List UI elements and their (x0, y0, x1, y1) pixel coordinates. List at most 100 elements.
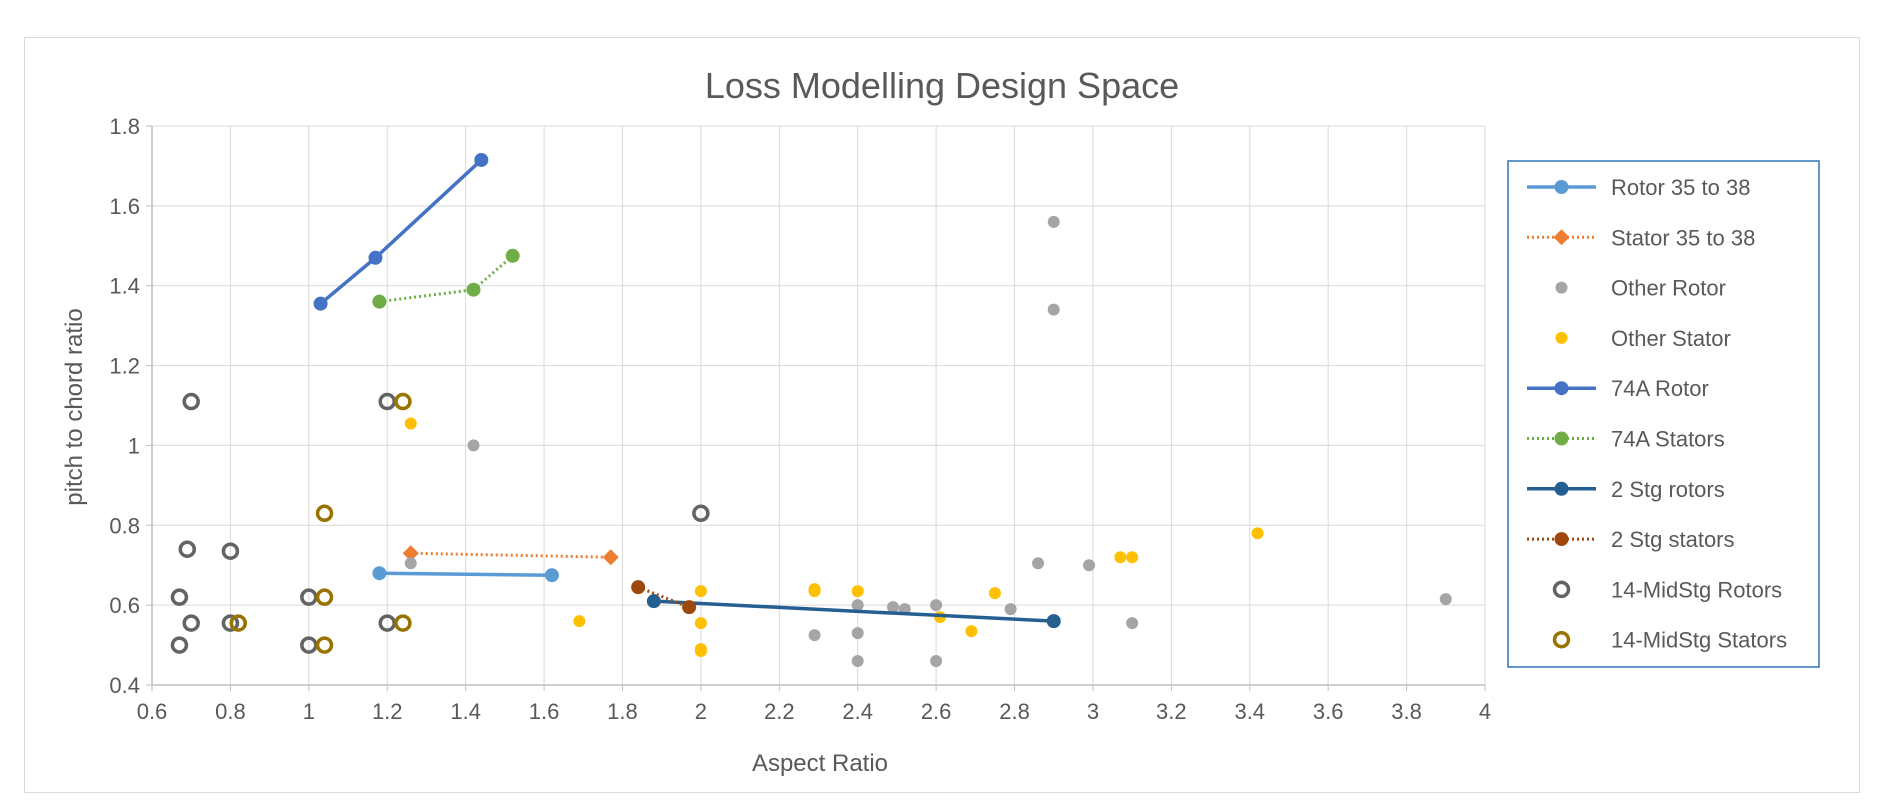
series-line-74a-rotor (319, 158, 483, 306)
series-14-midstg-rotors (170, 392, 710, 654)
series-line-rotor-35-to-38 (379, 571, 552, 577)
data-point-2-stg-stators (631, 580, 646, 595)
data-point-other-stator (694, 645, 707, 658)
data-point-2-stg-rotors (1046, 614, 1061, 629)
x-tick-label: 1.2 (372, 699, 403, 724)
legend-item-rotor-35-to-38: Rotor 35 to 38 (1527, 175, 1750, 200)
legend-label: 2 Stg rotors (1611, 477, 1725, 502)
data-point-other-stator (1251, 527, 1264, 540)
data-point-14-midstg-stators (315, 636, 334, 654)
x-tick-label: 2.8 (999, 699, 1030, 724)
data-point-stator-35-to-38 (402, 545, 419, 562)
x-tick-labels: 0.6 0.8 1 1.2 1.4 1.6 1.8 2 2.2 2.4 2.6 2.8 3 3.2 3.4 3… (137, 699, 1491, 724)
data-point-other-rotor (1032, 557, 1045, 570)
legend-item-other-rotor: Other Rotor (1555, 276, 1726, 301)
data-point-other-rotor (1004, 603, 1017, 616)
data-point-other-stator (573, 615, 586, 628)
legend-marker (1553, 229, 1570, 246)
legend-item-2-stg-rotors: 2 Stg rotors (1527, 477, 1725, 502)
data-point-14-midstg-stators (315, 504, 334, 523)
x-tick-label: 1.6 (529, 699, 560, 724)
y-tick-label: 1 (128, 433, 140, 458)
y-tick-label: 1.8 (109, 114, 140, 139)
x-tick-label: 2.6 (921, 699, 952, 724)
data-point-other-stator (1114, 551, 1127, 564)
x-tick-label: 3 (1087, 699, 1099, 724)
legend-label: 2 Stg stators (1611, 527, 1735, 552)
y-axis-title: pitch to chord ratio (61, 308, 88, 505)
data-point-14-midstg-rotors (692, 504, 710, 523)
series-74a-stators (372, 248, 520, 309)
data-point-other-rotor (1047, 215, 1060, 228)
data-point-other-stator (694, 617, 707, 630)
y-tick-label: 0.4 (109, 673, 140, 698)
legend-marker (1554, 180, 1569, 194)
y-tick-label: 0.8 (109, 513, 140, 538)
series-line-stator-35-to-38 (410, 551, 611, 559)
legend-label: 74A Stators (1611, 427, 1725, 452)
legend-marker (1554, 381, 1569, 396)
data-point-other-rotor (930, 599, 943, 612)
legend-item-2-stg-stators: 2 Stg stators (1527, 527, 1735, 552)
legend-item-74a-rotor: 74A Rotor (1527, 376, 1709, 401)
legend-label: 14-MidStg Stators (1611, 628, 1787, 653)
x-tick-label: 1.4 (450, 699, 481, 724)
x-tick-label: 0.6 (137, 699, 168, 724)
data-point-other-stator (988, 587, 1001, 600)
y-tick-label: 0.6 (109, 593, 140, 618)
series-group (170, 152, 1452, 668)
x-tick-label: 3.8 (1391, 699, 1422, 724)
data-point-other-rotor (851, 599, 864, 612)
data-point-74a-stators (372, 294, 387, 309)
series-line-74a-stators (379, 254, 514, 304)
data-point-74a-rotor (313, 296, 328, 311)
legend-label: Other Stator (1611, 326, 1731, 351)
data-point-other-stator (404, 417, 417, 430)
data-point-other-stator (694, 585, 707, 598)
series-2-stg-rotors (646, 594, 1061, 629)
legend-label: 14-MidStg Rotors (1611, 577, 1782, 602)
y-tick-labels: 0.4 0.6 0.8 1 1.2 1.4 1.6 1.8 (109, 114, 140, 698)
legend-marker (1552, 580, 1571, 599)
legend-label: 74A Rotor (1611, 376, 1709, 401)
legend-marker (1554, 532, 1569, 547)
legend-marker (1555, 281, 1568, 294)
data-point-74a-stators (505, 248, 520, 263)
data-point-14-midstg-rotors (221, 542, 240, 560)
data-point-74a-rotor (474, 152, 489, 167)
x-axis-title: Aspect Ratio (752, 750, 888, 777)
x-tick-label: 3.4 (1234, 699, 1265, 724)
legend-item-stator-35-to-38: Stator 35 to 38 (1527, 225, 1755, 250)
series-2-stg-stators (631, 580, 697, 615)
data-point-other-rotor (1047, 303, 1060, 316)
data-point-74a-rotor (368, 250, 383, 265)
data-point-2-stg-stators (682, 600, 697, 615)
data-point-other-rotor (1439, 593, 1452, 606)
x-tick-label: 3.2 (1156, 699, 1187, 724)
data-point-other-rotor (404, 557, 417, 570)
data-point-other-rotor (930, 655, 943, 668)
series-stator-35-to-38 (402, 545, 619, 566)
data-point-14-midstg-rotors (170, 636, 189, 654)
data-point-14-midstg-rotors (221, 614, 240, 632)
data-point-other-stator (965, 625, 978, 638)
data-point-2-stg-rotors (646, 594, 661, 609)
series-74a-rotor (313, 152, 489, 311)
y-tick-label: 1.2 (109, 354, 140, 379)
x-tick-label: 0.8 (215, 699, 246, 724)
data-point-14-midstg-rotors (182, 614, 200, 632)
y-tick-label: 1.6 (109, 194, 140, 219)
x-tick-label: 4 (1479, 699, 1491, 724)
legend-marker (1552, 630, 1571, 649)
legend-marker (1554, 431, 1569, 446)
data-point-other-rotor (851, 655, 864, 668)
data-point-other-stator (851, 585, 864, 598)
legend-item-74a-stators: 74A Stators (1527, 427, 1725, 452)
y-tick-label: 1.4 (109, 274, 140, 299)
data-point-rotor-35-to-38 (544, 568, 559, 583)
data-point-14-midstg-stators (315, 588, 334, 606)
data-point-other-rotor (808, 629, 821, 642)
x-tick-label: 3.6 (1313, 699, 1344, 724)
series-line-2-stg-stators (637, 585, 690, 609)
data-point-other-stator (1126, 551, 1139, 564)
